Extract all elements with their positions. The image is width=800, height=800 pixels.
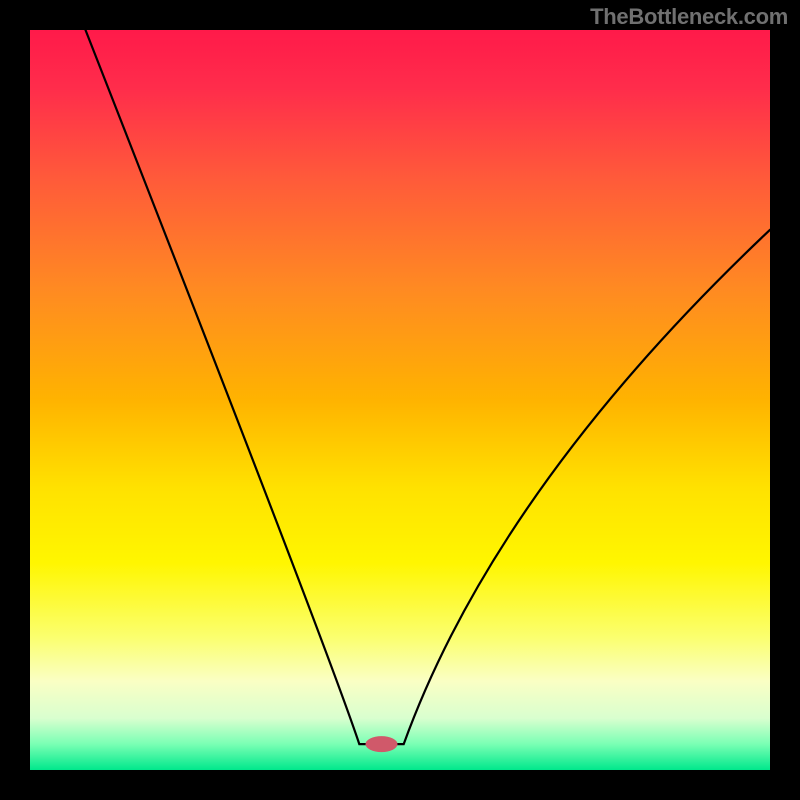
gradient-background <box>30 30 770 770</box>
watermark-text: TheBottleneck.com <box>590 4 788 30</box>
optimal-marker <box>366 736 398 752</box>
chart-container: TheBottleneck.com <box>0 0 800 800</box>
bottleneck-plot <box>0 0 800 800</box>
